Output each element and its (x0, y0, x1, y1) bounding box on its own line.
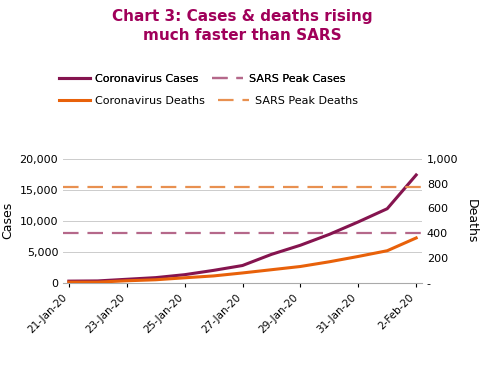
Y-axis label: Deaths: Deaths (464, 199, 477, 243)
Y-axis label: Cases: Cases (1, 202, 14, 239)
Text: Chart 3: Cases & deaths rising
much faster than SARS: Chart 3: Cases & deaths rising much fast… (112, 9, 372, 43)
Legend: Coronavirus Cases, SARS Peak Cases: Coronavirus Cases, SARS Peak Cases (54, 69, 349, 88)
Legend: Coronavirus Deaths, SARS Peak Deaths: Coronavirus Deaths, SARS Peak Deaths (54, 91, 362, 110)
